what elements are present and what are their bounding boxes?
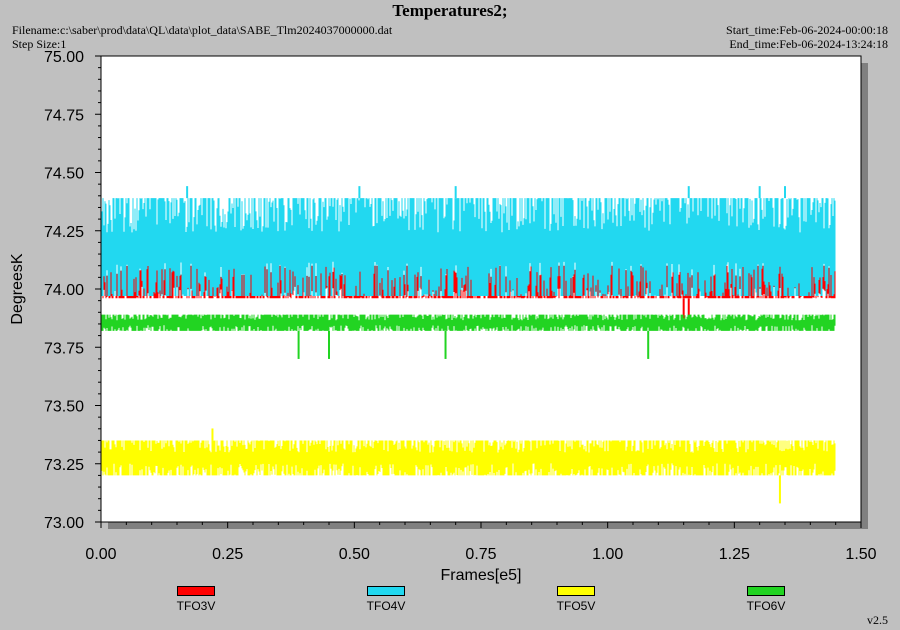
y-tick-label: 73.25 (44, 457, 84, 474)
chart-title: Temperatures2; (392, 1, 508, 20)
legend-label-tfo5v: TFO5V (556, 599, 596, 613)
series-tfo4v (101, 186, 836, 296)
step-size-text: Step Size:1 (12, 37, 67, 51)
x-tick-label: 1.50 (845, 546, 876, 563)
y-tick-label: 74.50 (44, 166, 84, 183)
x-tick-label: 0.75 (465, 546, 496, 563)
series-band-tfo6v (101, 314, 836, 331)
y-tick-label: 73.75 (44, 340, 84, 357)
y-tick-label: 74.00 (44, 282, 84, 299)
y-tick-label: 73.00 (44, 515, 84, 532)
legend-swatch-tfo5v (557, 586, 595, 596)
x-tick-label: 0.00 (85, 546, 116, 563)
x-tick-label: 0.25 (212, 546, 243, 563)
legend-item-tfo4v: TFO4V (356, 586, 416, 613)
x-tick-label: 0.50 (339, 546, 370, 563)
y-axis-label: DegreesK (9, 253, 26, 324)
y-tick-label: 74.75 (44, 107, 84, 124)
series-band-tfo5v (101, 440, 836, 476)
series-tfo5v (101, 428, 836, 504)
version-label: v2.5 (867, 613, 888, 627)
filename-text: Filename:c:\saber\prod\data\QL\data\plot… (12, 23, 393, 37)
x-axis-label: Frames[e5] (441, 567, 522, 584)
series-tfo6v (101, 314, 836, 359)
legend-item-tfo5v: TFO5V (546, 586, 606, 613)
y-tick-label: 75.00 (44, 49, 84, 66)
legend-swatch-tfo6v (747, 586, 785, 596)
y-tick-label: 74.25 (44, 224, 84, 241)
y-tick-label: 73.50 (44, 399, 84, 416)
series-layer (101, 186, 836, 504)
axis-layer: 73.00 73.25 73.50 73.75 74.00 74.25 74.50 74.75… (44, 49, 877, 563)
series-band-tfo4v (101, 198, 836, 296)
legend-label-tfo4v: TFO4V (366, 599, 406, 613)
legend-swatch-tfo4v (367, 586, 405, 596)
legend-item-tfo3v: TFO3V (166, 586, 226, 613)
x-tick-label: 1.00 (592, 546, 623, 563)
start-time-text: Start_time:Feb-06-2024-00:00:18 (726, 23, 888, 37)
legend-label-tfo6v: TFO6V (746, 599, 786, 613)
end-time-text: End_time:Feb-06-2024-13:24:18 (729, 37, 888, 51)
legend-label-tfo3v: TFO3V (176, 599, 216, 613)
legend-swatch-tfo3v (177, 586, 215, 596)
legend-item-tfo6v: TFO6V (736, 586, 796, 613)
x-tick-label: 1.25 (719, 546, 750, 563)
